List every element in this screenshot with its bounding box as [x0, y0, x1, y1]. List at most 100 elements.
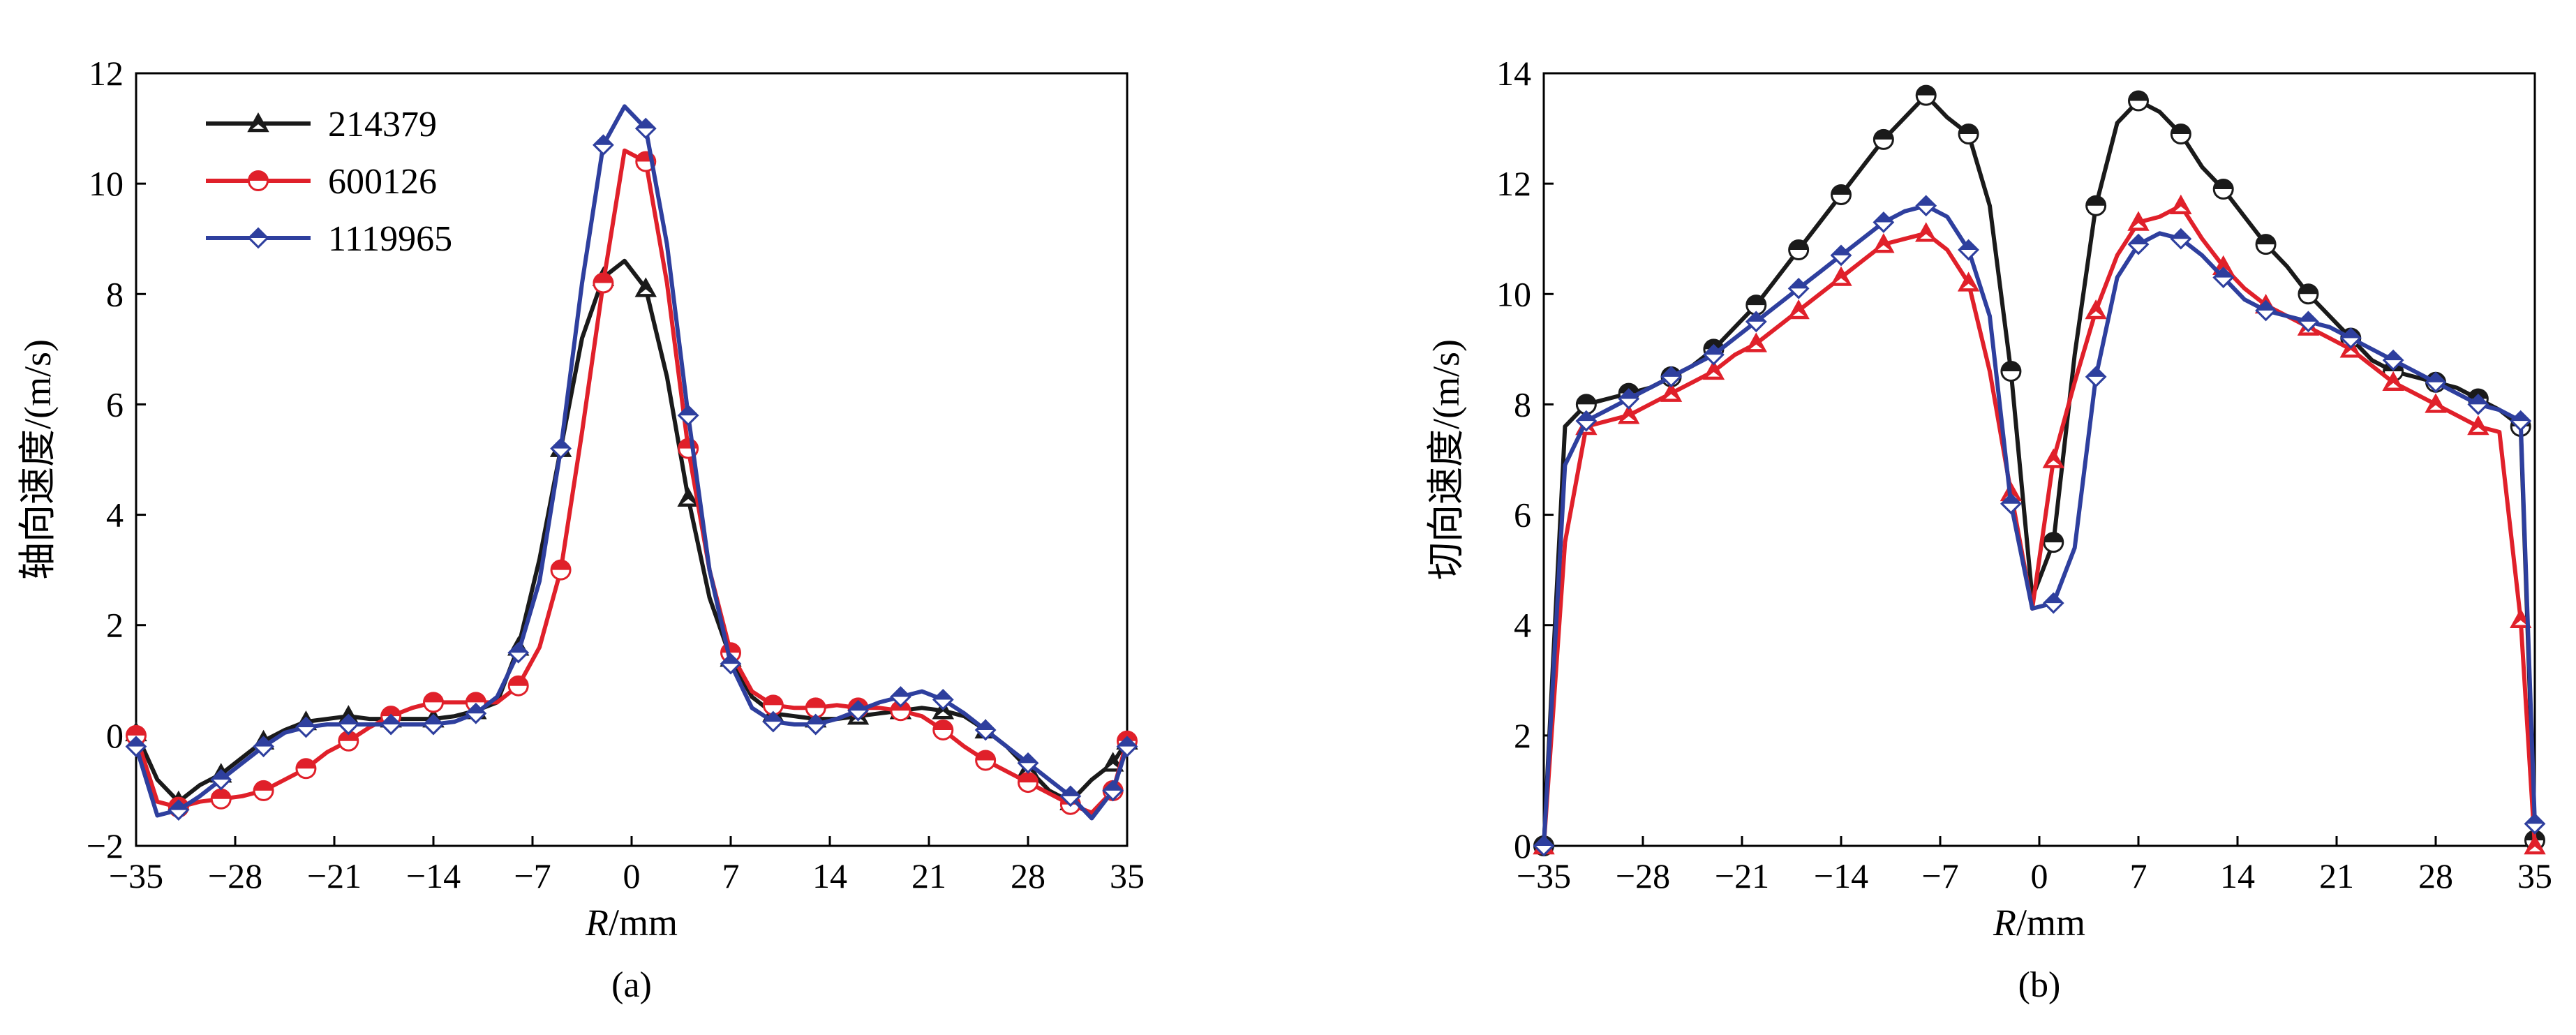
- marker-highlight: [1578, 421, 1594, 429]
- marker-highlight: [2343, 338, 2359, 346]
- y-axis-label: 轴向速度/(m/s): [17, 339, 59, 580]
- x-tick-label: 7: [722, 856, 740, 895]
- marker-highlight: [2428, 382, 2443, 390]
- marker-highlight: [1792, 311, 1805, 316]
- marker-highlight: [252, 124, 265, 129]
- x-tick-label: 21: [911, 856, 946, 895]
- marker-highlight: [2090, 311, 2102, 316]
- marker-highlight: [1833, 194, 1849, 203]
- chart-caption: (a): [611, 965, 652, 1005]
- chart-b: −35 −28 −21 −14 −7 0 7 14 21 28 35 0 2 4 6 8 10 12 14 R/mm 切…: [1425, 54, 2552, 1005]
- x-tick-label: −14: [1814, 856, 1868, 895]
- marker-highlight: [1960, 133, 1977, 142]
- legend-item: 1119965: [206, 219, 452, 259]
- marker-highlight: [1107, 764, 1119, 769]
- marker-highlight: [468, 713, 484, 722]
- marker-highlight: [2175, 206, 2187, 211]
- marker-highlight: [765, 722, 781, 730]
- series-line: [1542, 93, 2537, 848]
- marker-highlight: [1963, 283, 1974, 289]
- marker-highlight: [2131, 244, 2146, 253]
- x-tick-label: −21: [1715, 856, 1769, 895]
- marker-highlight: [1917, 95, 1935, 104]
- marker-highlight: [2003, 503, 2019, 512]
- marker-highlight: [1105, 790, 1121, 798]
- data-point-marker: [1915, 222, 1937, 242]
- marker-highlight: [1748, 305, 1765, 314]
- marker-highlight: [807, 708, 824, 717]
- data-point-marker: [1787, 299, 1810, 320]
- data-point-marker: [2042, 448, 2064, 468]
- marker-highlight: [639, 289, 652, 295]
- y-tick-label: 2: [106, 606, 124, 645]
- marker-highlight: [2529, 847, 2541, 851]
- marker-highlight: [1790, 250, 1808, 259]
- y-tick-label: 8: [106, 274, 124, 313]
- marker-highlight: [341, 724, 357, 733]
- marker-highlight: [255, 746, 271, 754]
- marker-highlight: [2527, 824, 2543, 832]
- marker-highlight: [2472, 427, 2485, 432]
- marker-highlight: [764, 705, 782, 714]
- marker-highlight: [1577, 404, 1595, 413]
- x-tick-label: −7: [514, 856, 551, 895]
- marker-highlight: [2512, 421, 2529, 429]
- marker-highlight: [1062, 804, 1079, 813]
- marker-highlight: [1621, 399, 1637, 407]
- chart-caption: (b): [2018, 965, 2061, 1005]
- marker-highlight: [2300, 321, 2316, 329]
- marker-highlight: [2087, 205, 2105, 214]
- legend-item: 600126: [206, 162, 437, 202]
- data-point-marker: [1702, 359, 1725, 380]
- marker-highlight: [298, 727, 314, 735]
- x-tick-label: 35: [2517, 856, 2552, 895]
- data-point-marker: [1830, 266, 1852, 286]
- marker-highlight: [2385, 360, 2402, 368]
- y-tick-label: 8: [1514, 385, 1531, 424]
- series-line: [134, 104, 1129, 821]
- marker-highlight: [1877, 245, 1890, 250]
- y-tick-label: −2: [87, 826, 124, 865]
- x-tick-label: 21: [2319, 856, 2354, 895]
- y-tick-label: 4: [106, 496, 124, 535]
- marker-highlight: [212, 798, 230, 807]
- marker-highlight: [935, 729, 952, 738]
- marker-highlight: [2130, 100, 2147, 110]
- x-tick-label: 7: [2130, 856, 2147, 895]
- marker-highlight: [638, 128, 654, 137]
- marker-highlight: [977, 760, 995, 769]
- y-tick-label: 12: [89, 54, 124, 93]
- marker-highlight: [255, 790, 272, 799]
- marker-highlight: [2173, 239, 2189, 247]
- plot-frame: [1542, 72, 2536, 847]
- marker-highlight: [552, 569, 569, 579]
- marker-highlight: [426, 724, 441, 733]
- x-tick-label: −35: [1517, 856, 1571, 895]
- marker-highlight: [1119, 746, 1135, 754]
- marker-highlight: [2215, 277, 2231, 285]
- marker-highlight: [1750, 344, 1762, 350]
- series-600126: [126, 148, 1138, 818]
- data-point-marker: [247, 112, 269, 133]
- marker-highlight: [682, 498, 694, 504]
- y-tick-label: 14: [1496, 54, 1531, 93]
- legend-item: 214379: [206, 105, 437, 144]
- x-axis-label: R/mm: [585, 902, 678, 944]
- x-axis-label-unit: /mm: [2016, 902, 2085, 944]
- y-axis-label: 切向速度/(m/s): [1425, 339, 1467, 580]
- legend-label: 600126: [328, 162, 437, 202]
- marker-highlight: [595, 283, 612, 292]
- x-tick-label: 35: [1110, 856, 1145, 895]
- marker-highlight: [2470, 404, 2486, 412]
- y-tick-label: 0: [1514, 826, 1531, 865]
- marker-highlight: [1663, 376, 1679, 385]
- series-line: [134, 258, 1129, 804]
- marker-highlight: [1748, 321, 1764, 329]
- marker-highlight: [1020, 782, 1036, 791]
- series-1119965: [125, 104, 1138, 821]
- y-tick-label: 10: [89, 164, 124, 203]
- marker-highlight: [2387, 382, 2399, 388]
- legend-label: 1119965: [328, 219, 452, 259]
- marker-highlight: [850, 710, 866, 719]
- x-tick-label: 28: [1011, 856, 1045, 895]
